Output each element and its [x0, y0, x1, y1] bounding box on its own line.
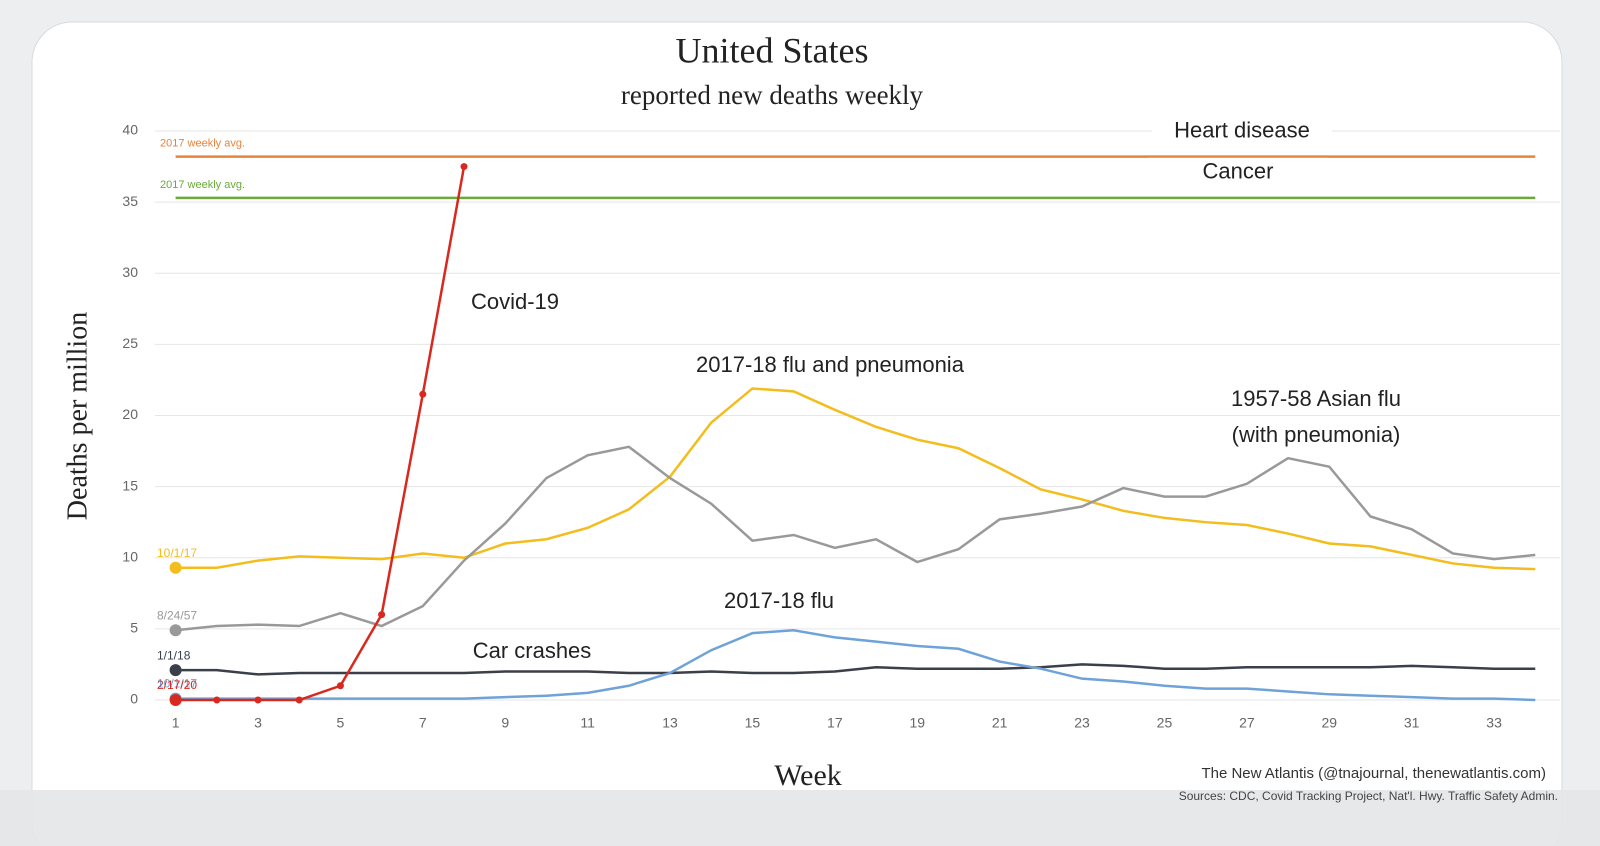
y-tick-label: 25	[122, 335, 138, 351]
x-tick-label: 31	[1404, 715, 1420, 731]
series-name: 2017-18 flu	[724, 588, 834, 613]
credit: The New Atlantis (@tnajournal, thenewatl…	[1201, 765, 1546, 782]
start-label: 8/24/57	[157, 608, 197, 622]
x-tick-label: 19	[909, 715, 925, 731]
series-line	[175, 387, 1536, 571]
start-marker	[169, 624, 182, 637]
series-line	[175, 445, 1536, 632]
point-marker	[213, 696, 221, 704]
y-tick-label: 0	[130, 691, 138, 707]
y-tick-label: 5	[130, 620, 138, 636]
point-marker	[295, 696, 303, 704]
x-tick-label: 27	[1239, 715, 1255, 731]
y-tick-label: 20	[122, 406, 138, 422]
x-tick-label: 7	[419, 715, 427, 731]
series-name: Covid-19	[471, 289, 559, 314]
reference-label: 2017 weekly avg.	[160, 138, 245, 150]
reference-name: Heart disease	[1174, 117, 1310, 142]
x-tick-label: 9	[501, 715, 509, 731]
reference-name: Cancer	[1203, 159, 1274, 184]
x-tick-label: 33	[1486, 715, 1502, 731]
point-marker	[336, 682, 344, 690]
start-label: 10/1/17	[157, 677, 197, 691]
chart-subtitle: reported new deaths weekly	[621, 80, 924, 110]
x-tick-label: 11	[580, 715, 595, 731]
start-label: 1/1/18	[157, 648, 191, 662]
y-tick-label: 30	[122, 264, 138, 280]
y-tick-label: 40	[122, 122, 138, 138]
x-tick-label: 15	[745, 715, 761, 731]
start-marker	[169, 561, 182, 574]
start-label: 2/17/20	[157, 678, 197, 692]
x-tick-label: 13	[662, 715, 678, 731]
series-name: Car crashes	[473, 638, 592, 663]
point-marker	[254, 696, 262, 704]
x-tick-label: 25	[1157, 715, 1173, 731]
series-line	[175, 166, 466, 702]
series-line	[175, 629, 1536, 702]
reference-label: 2017 weekly avg.	[160, 179, 245, 191]
x-axis-label: Week	[774, 759, 842, 792]
x-tick-label: 3	[254, 715, 262, 731]
x-tick-label: 17	[827, 715, 843, 731]
x-tick-label: 5	[337, 715, 345, 731]
x-tick-label: 1	[172, 715, 180, 731]
point-marker	[460, 163, 468, 171]
start-marker	[169, 694, 182, 706]
start-label: 10/1/17	[157, 546, 197, 560]
x-tick-label: 21	[992, 715, 1008, 731]
series-name: 2017-18 flu and pneumonia	[696, 352, 965, 377]
label-backdrop	[1148, 157, 1328, 188]
bottom-band	[0, 790, 1600, 846]
y-axis-label: Deaths per million	[62, 312, 93, 520]
chart-title: United States	[676, 30, 869, 70]
start-marker	[169, 664, 182, 677]
x-tick-label: 29	[1321, 715, 1337, 731]
series-line	[175, 663, 1536, 676]
sources: Sources: CDC, Covid Tracking Project, Na…	[1179, 789, 1558, 803]
y-tick-label: 35	[122, 193, 138, 209]
series-name: 1957-58 Asian flu (with pneumonia)	[1231, 386, 1401, 447]
point-marker	[378, 611, 386, 619]
point-marker	[419, 390, 427, 398]
x-tick-label: 23	[1074, 715, 1090, 731]
y-tick-label: 10	[122, 548, 138, 564]
card	[31, 21, 1563, 846]
y-tick-label: 15	[122, 477, 138, 493]
label-backdrop	[1152, 116, 1332, 147]
